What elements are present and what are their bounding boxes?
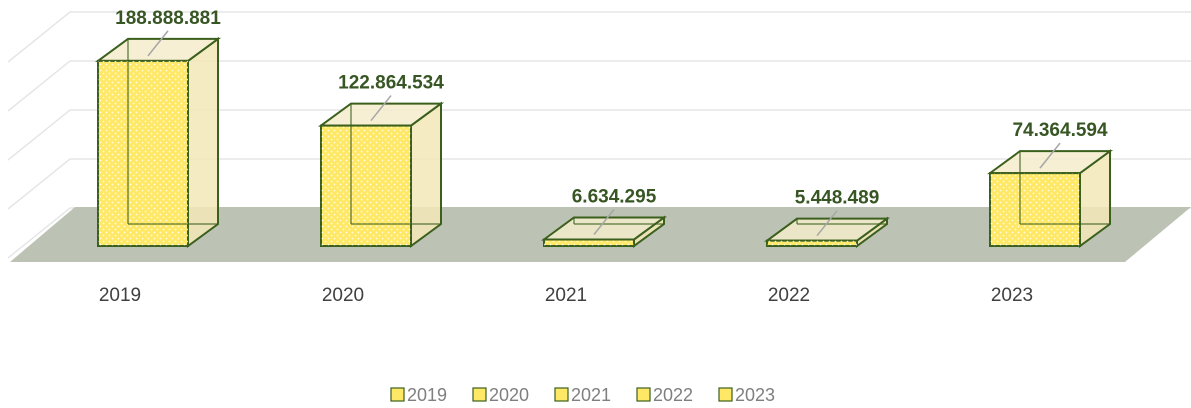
legend-label: 2020 bbox=[489, 385, 529, 405]
leader-line bbox=[816, 210, 838, 237]
legend-label: 2022 bbox=[653, 385, 693, 405]
x-tick-label: 2020 bbox=[322, 285, 364, 306]
value-label: 188.888.881 bbox=[115, 8, 221, 29]
grid-line bbox=[7, 11, 1191, 63]
leader-line bbox=[147, 30, 169, 57]
bar bbox=[540, 215, 668, 248]
bar-texture bbox=[544, 239, 634, 246]
legend-swatch bbox=[718, 387, 733, 402]
legend-swatch bbox=[554, 387, 569, 402]
bar bbox=[986, 149, 1114, 248]
grid-line bbox=[7, 109, 1191, 161]
leader-line bbox=[1039, 142, 1061, 169]
x-tick-label: 2019 bbox=[99, 285, 141, 306]
bar-texture bbox=[990, 173, 1080, 246]
leader-line bbox=[593, 209, 615, 235]
bar-texture bbox=[98, 60, 188, 246]
legend-label: 2019 bbox=[407, 385, 447, 405]
value-label: 74.364.594 bbox=[1012, 120, 1108, 141]
bar-side bbox=[187, 36, 219, 248]
x-tick-label: 2022 bbox=[768, 285, 810, 306]
legend-label: 2021 bbox=[571, 385, 611, 405]
value-label: 122.864.534 bbox=[338, 73, 444, 94]
bar bbox=[317, 101, 445, 248]
bar bbox=[763, 216, 891, 248]
value-label: 6.634.295 bbox=[572, 187, 657, 208]
legend-swatch bbox=[636, 387, 651, 402]
legend-label: 2023 bbox=[735, 385, 775, 405]
bar-texture bbox=[321, 125, 411, 246]
grid-line bbox=[7, 60, 1191, 112]
x-tick-label: 2021 bbox=[545, 285, 587, 306]
value-label: 5.448.489 bbox=[795, 188, 880, 209]
x-tick-label: 2023 bbox=[991, 285, 1033, 306]
leader-line bbox=[370, 95, 392, 122]
bar bbox=[94, 36, 222, 248]
legend-swatch bbox=[390, 387, 405, 402]
grid-line bbox=[7, 158, 1191, 210]
legend-swatch bbox=[472, 387, 487, 402]
bar-texture bbox=[767, 240, 857, 246]
